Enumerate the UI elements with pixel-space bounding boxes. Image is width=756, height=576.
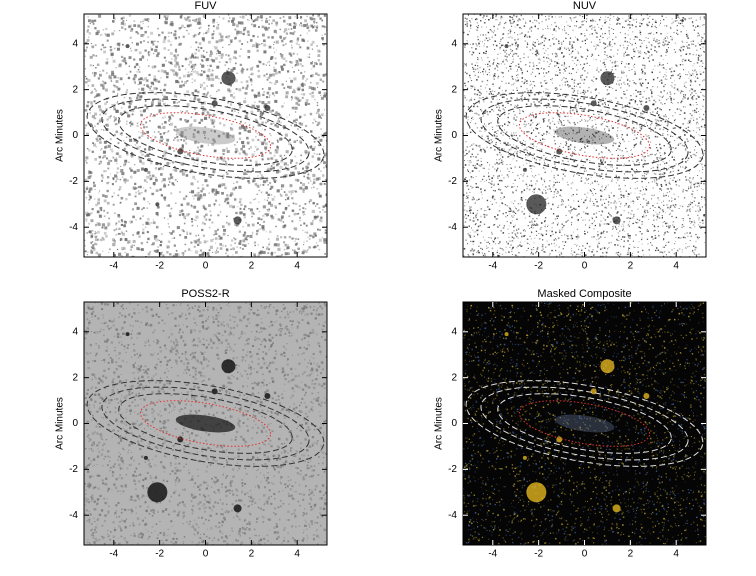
y-axis-label: Arc Minutes — [55, 397, 66, 450]
y-tick-label: -4 — [448, 510, 457, 521]
y-tick-label: 4 — [451, 38, 457, 49]
y-tick-label: 0 — [72, 418, 78, 429]
x-tick-label: 4 — [673, 261, 679, 272]
y-axis-label: Arc Minutes — [434, 397, 445, 450]
y-tick-label: -4 — [448, 222, 457, 233]
x-tick-label: -4 — [488, 261, 497, 272]
image — [84, 302, 327, 545]
panel: -4 -2 0 2 4 -4 -2 0 2 4 FUV Arc Minutes — [55, 0, 328, 272]
x-tick-label: 2 — [628, 261, 634, 272]
y-tick-label: -2 — [448, 464, 457, 475]
panel: -4 -2 0 2 4 -4 -2 0 2 4 NUV Arc Minutes — [434, 0, 707, 272]
x-tick-label: 2 — [249, 549, 255, 560]
y-tick-label: 0 — [451, 418, 457, 429]
y-tick-label: 2 — [451, 84, 457, 95]
panel: -4 -2 0 2 4 -4 -2 0 2 4 Masked Composite Arc Minute… — [434, 288, 707, 560]
y-axis-label: Arc Minutes — [55, 109, 66, 162]
x-tick-label: 2 — [249, 261, 255, 272]
x-tick-label: 4 — [294, 549, 300, 560]
panel: -4 -2 0 2 4 -4 -2 0 2 4 POSS2-R Arc Minutes — [55, 288, 328, 560]
x-tick-label: -4 — [109, 549, 118, 560]
y-tick-label: -2 — [69, 464, 78, 475]
x-tick-label: 0 — [203, 549, 209, 560]
x-tick-label: -2 — [534, 549, 543, 560]
image-background — [84, 14, 327, 257]
x-tick-label: -2 — [155, 549, 164, 560]
y-tick-label: 0 — [451, 130, 457, 141]
image — [463, 302, 706, 545]
x-tick-label: 0 — [203, 261, 209, 272]
x-tick-label: 0 — [582, 549, 588, 560]
x-tick-label: -4 — [109, 261, 118, 272]
x-tick-label: 0 — [582, 261, 588, 272]
image-background — [463, 302, 706, 545]
x-tick-label: -2 — [155, 261, 164, 272]
y-tick-label: -4 — [69, 222, 78, 233]
image — [84, 14, 327, 257]
y-tick-label: 4 — [72, 326, 78, 337]
y-tick-label: 2 — [451, 372, 457, 383]
y-tick-label: -2 — [448, 176, 457, 187]
y-tick-label: 2 — [72, 372, 78, 383]
panel-title: NUV — [573, 0, 597, 12]
y-tick-label: 0 — [72, 130, 78, 141]
panel-title: FUV — [195, 0, 218, 12]
y-tick-label: 2 — [72, 84, 78, 95]
x-tick-label: 2 — [628, 549, 634, 560]
y-tick-label: -4 — [69, 510, 78, 521]
x-tick-label: -2 — [534, 261, 543, 272]
y-tick-label: -2 — [69, 176, 78, 187]
y-tick-label: 4 — [72, 38, 78, 49]
y-axis-label: Arc Minutes — [434, 109, 445, 162]
image-background — [463, 14, 706, 257]
image — [463, 14, 706, 257]
y-tick-label: 4 — [451, 326, 457, 337]
x-tick-label: 4 — [294, 261, 300, 272]
x-tick-label: 4 — [673, 549, 679, 560]
panel-title: POSS2-R — [181, 288, 229, 300]
panel-title: Masked Composite — [537, 288, 631, 300]
x-tick-label: -4 — [488, 549, 497, 560]
